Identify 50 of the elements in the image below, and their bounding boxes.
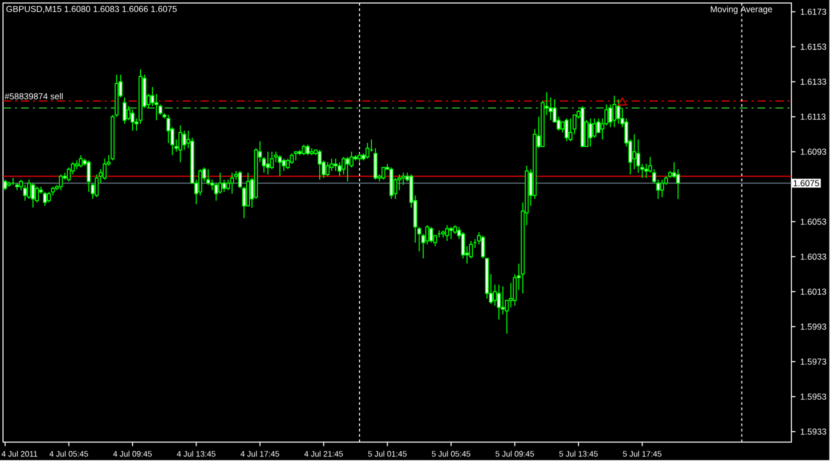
candlestick [222, 179, 226, 192]
y-tick-label: 1.5973 [800, 358, 826, 365]
y-tick-label: 1.6173 [800, 8, 826, 15]
candlestick [564, 118, 569, 142]
ref-line-label: 1.6075 [794, 180, 820, 186]
candlestick [588, 118, 592, 147]
candlestick [568, 118, 572, 142]
candlestick [78, 154, 83, 168]
candlestick [512, 274, 517, 306]
candlestick [266, 151, 270, 175]
y-tick-label: 1.6133 [800, 78, 826, 85]
y-tick-label: 1.5993 [800, 324, 826, 330]
candlestick [496, 284, 501, 320]
candlestick [616, 98, 620, 124]
y-tick-label: 1.6093 [800, 148, 826, 155]
candlestick [429, 226, 434, 244]
candlestick [86, 160, 91, 192]
candlestick [278, 154, 282, 177]
candlestick [306, 144, 310, 156]
chart-title: GBPUSD,M15 1.6080 1.6083 1.6066 1.6075 [6, 6, 177, 14]
y-tick-label: 1.6013 [800, 288, 826, 295]
candlestick [632, 134, 636, 170]
y-tick-label: 1.6053 [800, 218, 826, 225]
candlestick [449, 226, 454, 240]
candlestick [318, 149, 322, 180]
candlestick [302, 144, 306, 156]
candlestick [326, 162, 330, 177]
y-tick-label: 1.5953 [800, 394, 826, 400]
candlestick [660, 179, 664, 198]
candlestick [445, 224, 450, 242]
candlestick [102, 158, 107, 180]
y-tick-label: 1.6113 [800, 114, 826, 120]
candlestick [178, 124, 182, 163]
candlestick [346, 156, 350, 182]
y-tick-label: 1.6153 [800, 44, 826, 50]
candlestick [58, 174, 63, 191]
annotation: Moving Average [710, 6, 772, 14]
candlestick [592, 118, 596, 138]
candlestick [31, 182, 35, 208]
candlestick [122, 96, 127, 124]
y-tick-label: 1.5933 [800, 428, 826, 435]
candlestick [425, 224, 430, 245]
ref-line-label: #58839874 sell [4, 92, 63, 100]
y-tick-label: 1.6033 [800, 254, 826, 260]
candlestick [182, 130, 186, 150]
candlestick [130, 109, 134, 132]
candlestick [230, 172, 234, 194]
candlestick [366, 142, 370, 160]
candlestick [644, 163, 648, 178]
candlestick [381, 166, 386, 180]
